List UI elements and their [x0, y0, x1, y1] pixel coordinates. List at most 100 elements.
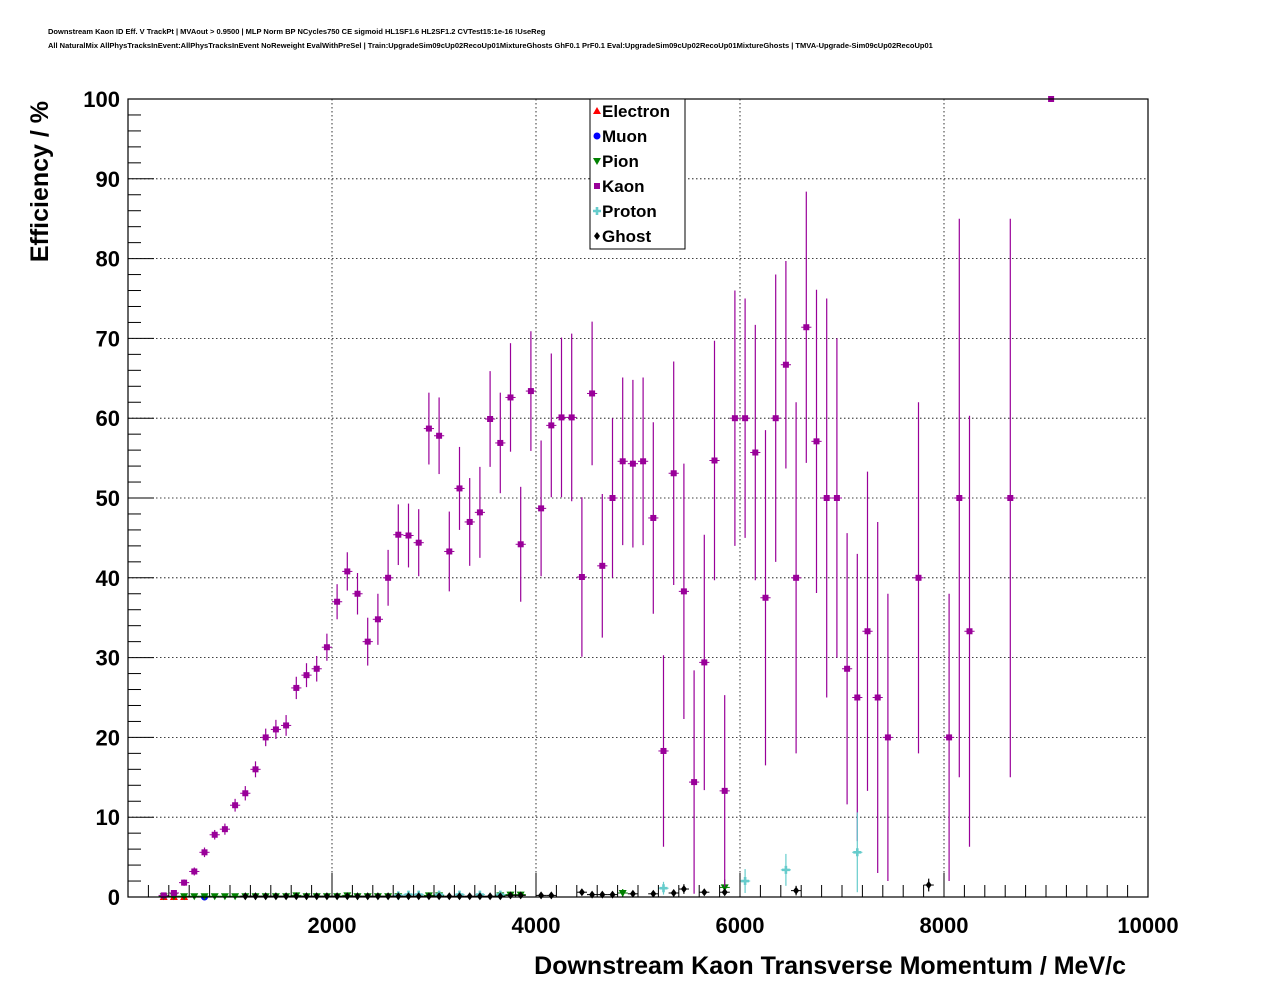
- kaon-marker: [619, 458, 626, 465]
- ghost-point: [352, 892, 363, 901]
- ghost-point: [719, 888, 730, 897]
- kaon-marker: [823, 495, 830, 501]
- kaon-marker: [191, 868, 198, 875]
- kaon-marker: [578, 574, 585, 581]
- y-tick-label: 0: [108, 885, 120, 910]
- ghost-marker: [721, 888, 728, 897]
- kaon-point: [230, 798, 241, 812]
- ghost-point: [444, 892, 455, 901]
- kaon-marker: [640, 458, 647, 465]
- kaon-point: [250, 761, 261, 778]
- legend-entry-ghost: Ghost: [594, 227, 651, 246]
- legend-label-proton: Proton: [602, 202, 657, 221]
- ghost-point: [515, 891, 526, 900]
- kaon-marker: [793, 574, 800, 581]
- ghost-point: [311, 892, 322, 901]
- legend-label-kaon: Kaon: [602, 177, 645, 196]
- kaon-marker: [476, 509, 483, 516]
- legend-entry-proton: Proton: [593, 202, 657, 221]
- kaon-marker: [946, 734, 953, 741]
- ghost-marker: [456, 892, 463, 901]
- kaon-point: [831, 338, 842, 658]
- ghost-marker: [252, 892, 259, 901]
- kaon-point: [485, 371, 496, 467]
- ghost-marker: [272, 892, 279, 901]
- kaon-point: [944, 593, 955, 882]
- kaon-marker: [915, 574, 922, 581]
- kaon-marker: [201, 849, 208, 856]
- ghost-marker: [497, 892, 504, 901]
- kaon-point: [576, 497, 587, 657]
- ghost-marker: [262, 892, 269, 901]
- ghost-marker: [334, 892, 341, 901]
- x-tick-label: 4000: [512, 913, 561, 938]
- kaon-marker: [334, 598, 341, 605]
- x-tick-label: 10000: [1117, 913, 1178, 938]
- kaon-point: [464, 478, 475, 566]
- kaon-point: [332, 584, 343, 620]
- ghost-marker: [629, 889, 636, 898]
- legend-marker-electron: [593, 107, 601, 114]
- ghost-point: [270, 892, 281, 901]
- ghost-marker: [793, 886, 800, 895]
- ghost-marker: [405, 892, 412, 901]
- kaon-point: [954, 218, 965, 778]
- kaon-marker: [517, 541, 524, 548]
- kaon-marker: [487, 415, 494, 422]
- kaon-marker: [364, 638, 371, 645]
- kaon-marker: [527, 388, 534, 395]
- ghost-marker: [364, 892, 371, 901]
- ghost-marker: [374, 892, 381, 901]
- ghost-point: [260, 892, 271, 901]
- kaon-point: [179, 879, 190, 886]
- legend-box: [589, 98, 686, 250]
- kaon-point: [454, 446, 465, 530]
- kaon-marker: [966, 628, 973, 635]
- kaon-marker: [599, 562, 606, 569]
- kaon-marker: [711, 457, 718, 464]
- legend-label-electron: Electron: [602, 102, 670, 121]
- kaon-marker: [160, 892, 167, 899]
- proton-point: [740, 869, 751, 894]
- kaon-point: [821, 298, 832, 698]
- kaon-point: [525, 331, 536, 451]
- legend-entry-electron: Electron: [593, 102, 670, 121]
- kaon-point: [678, 463, 689, 720]
- kaon-marker: [272, 726, 279, 733]
- kaon-marker: [558, 414, 565, 421]
- y-tick-label: 10: [96, 805, 120, 830]
- kaon-marker: [374, 616, 381, 623]
- ghost-point: [301, 892, 312, 901]
- ghost-marker: [446, 892, 453, 901]
- ghost-series: [240, 878, 934, 901]
- kaon-point: [342, 552, 353, 591]
- kaon-point: [434, 397, 445, 475]
- kaon-marker: [385, 574, 392, 581]
- kaon-marker: [670, 470, 677, 477]
- proton-marker: [781, 865, 790, 874]
- kaon-marker: [833, 495, 840, 501]
- ghost-marker: [476, 892, 483, 901]
- kaon-point: [240, 786, 251, 801]
- kaon-marker: [568, 414, 575, 421]
- legend-marker-ghost: [594, 232, 600, 240]
- kaon-point: [209, 829, 220, 840]
- kaon-point: [689, 670, 700, 894]
- y-axis-title: Efficiency / %: [26, 101, 54, 262]
- kaon-marker: [680, 588, 687, 595]
- y-tick-label: 50: [96, 486, 120, 511]
- legend: Electron Muon Pion Kaon Proton Ghost: [589, 98, 686, 250]
- kaon-point: [168, 890, 179, 897]
- ghost-point: [403, 892, 414, 901]
- kaon-marker: [313, 665, 320, 672]
- ghost-marker: [548, 891, 555, 900]
- kaon-point: [872, 521, 883, 874]
- kaon-marker: [211, 831, 218, 838]
- kaon-point: [750, 324, 761, 581]
- ghost-marker: [385, 892, 392, 901]
- kaon-point: [617, 377, 628, 546]
- ghost-marker: [466, 892, 473, 901]
- ghost-marker: [487, 892, 494, 901]
- kaon-point: [362, 617, 373, 666]
